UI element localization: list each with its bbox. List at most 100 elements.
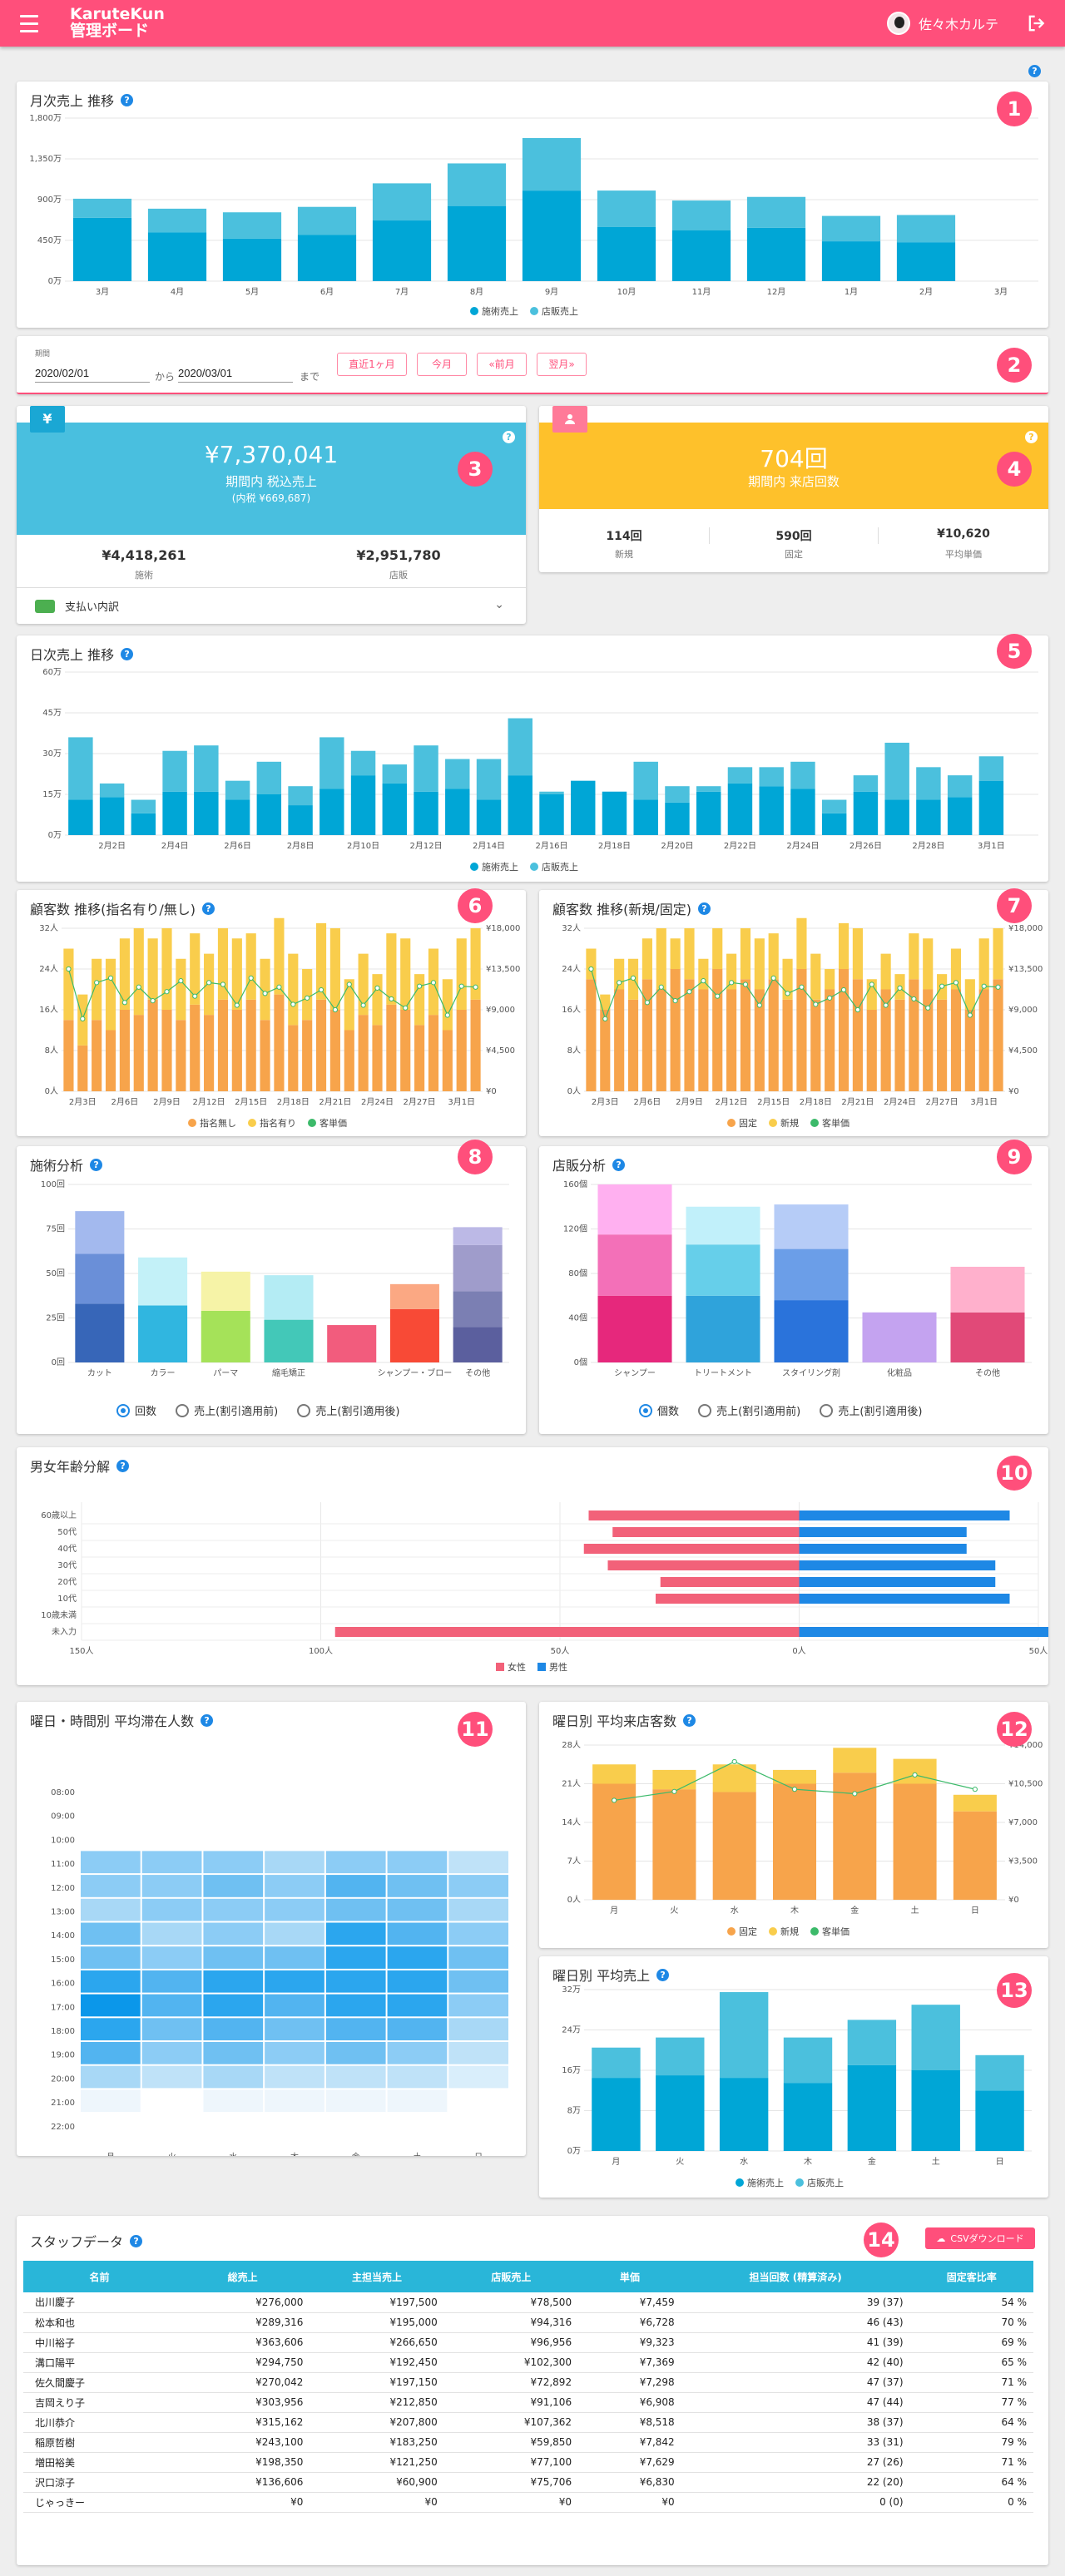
x-tick-label: 木 [790,1906,799,1916]
x-tick-label: 2月24日 [786,841,819,851]
radio-sales-before[interactable]: 売上(割引適用前) [176,1402,278,1418]
staff-cell: ¥107,362 [443,2412,579,2433]
radio-circle [116,1403,130,1417]
radio-sales-after[interactable]: 売上(割引適用後) [297,1402,400,1418]
help-icon[interactable]: ? [116,1459,130,1472]
csv-download-button[interactable]: ☁ CSVダウンロード [925,2227,1035,2249]
yen-icon: ¥ [30,406,65,433]
x-tick-label: 土 [932,2156,940,2167]
heatmap-cell [81,1922,141,1946]
bar-secondary [838,922,850,969]
radio-count[interactable]: 個数 [639,1402,679,1418]
bar-segment [201,1310,250,1362]
period-to-input[interactable] [178,364,293,383]
x-tick-label: 2月15日 [235,1097,267,1107]
payment-breakdown-toggle[interactable]: 支払い内訳 ⌄ [17,587,526,624]
x-tick-label: 2月12日 [716,1097,748,1107]
bar-male [799,1577,996,1587]
radio-sales-after[interactable]: 売上(割引適用後) [820,1402,923,1418]
column-header[interactable]: 固定客比率 [909,2261,1033,2292]
radio-sales-before[interactable]: 売上(割引適用前) [698,1402,800,1418]
bar-primary [400,1010,411,1091]
radio-count[interactable]: 回数 [116,1402,156,1418]
x-tick-label: カット [87,1368,112,1378]
heatmap-cell [387,2018,448,2040]
bar-secondary [810,953,821,1000]
help-icon[interactable]: ? [130,2234,143,2247]
heatmap-cell [81,1898,141,1921]
heatmap-cell [141,2018,202,2040]
help-icon[interactable]: ? [121,647,134,660]
x-tick-label: カラー [151,1368,176,1378]
prev-month-button[interactable]: «前月 [477,353,527,376]
column-header[interactable]: 総売上 [176,2261,310,2292]
y-tick-label: 45万 [42,709,62,718]
bar-primary [896,242,956,281]
help-icon[interactable]: ? [503,431,515,443]
menu-icon[interactable] [17,10,42,35]
x-tick-label: 2月28日 [912,841,944,851]
table-row: 松本和也 ¥289,316 ¥195,000 ¥94,316 ¥6,728 46 (43)… [23,2312,1033,2333]
x-tick-label: 2月 [919,287,933,297]
y-tick-label: 60歳以上 [41,1510,77,1520]
column-header[interactable]: 名前 [23,2261,176,2292]
staff-table-header: 名前 総売上 主担当売上 店販売上 単価 担当回数 (精算済み) 固定客比率 [23,2261,1033,2292]
y2-tick-label: ¥9,000 [486,1006,515,1015]
column-header[interactable]: 店販売上 [443,2261,579,2292]
bar-primary [358,1015,369,1091]
x-tick-label: 8月 [470,287,483,297]
cust-designated-title: 顧客数 推移(指名有り/無し) [30,902,196,917]
bar-female [588,1510,800,1520]
help-icon[interactable]: ? [697,902,711,915]
bar-secondary [297,206,357,235]
fixed-label: 固定 [785,549,803,560]
bar-segment [774,1204,849,1249]
staff-cell: ¥207,800 [310,2412,444,2433]
help-icon[interactable]: ? [90,1158,103,1171]
page-help-icon[interactable]: ? [1028,65,1041,77]
heatmap-cell [448,1946,508,1969]
x-tick-label: 2月18日 [800,1097,832,1107]
section-badge: 11 [458,1712,493,1747]
bar-primary [880,989,891,1091]
brand-logo[interactable]: KaruteKun 管理ボード [70,6,165,39]
last-month-button[interactable]: 直近1ヶ月 [337,353,407,376]
this-month-button[interactable]: 今月 [417,353,467,376]
column-header[interactable]: 単価 [578,2261,681,2292]
help-icon[interactable]: ? [201,1713,214,1727]
next-month-button[interactable]: 翌月» [537,353,587,376]
heatmap-cell [141,1875,202,1897]
table-row: 沢口涼子 ¥136,606 ¥60,900 ¥75,706 ¥6,830 22 (20) 6… [23,2472,1033,2493]
column-header[interactable]: 主担当売上 [310,2261,444,2292]
period-from-input[interactable] [35,364,150,383]
x-tick-label: 水 [731,1906,739,1916]
help-icon[interactable]: ? [612,1158,626,1171]
help-icon[interactable]: ? [1025,431,1038,443]
heatmap-cell [448,1851,508,1874]
bar-secondary [382,764,408,784]
bar-male [799,1527,967,1537]
help-icon[interactable]: ? [656,1968,670,1981]
bar-primary [821,241,881,281]
x-tick-label: 9月 [545,287,558,297]
help-icon[interactable]: ? [121,93,134,106]
heatmap-cell [141,1922,202,1946]
bar-male [799,1627,1048,1637]
brand-line2: 管理ボード [70,22,150,40]
unit-price-point [318,986,324,993]
user-menu[interactable]: 佐々木カルテ [886,12,998,35]
logout-icon[interactable] [1025,12,1048,35]
bar-primary [386,1004,397,1091]
y-tick-label: 28人 [562,1740,581,1750]
help-icon[interactable]: ? [683,1713,696,1727]
x-tick-label: 2月15日 [757,1097,790,1107]
column-header[interactable]: 担当回数 (精算済み) [681,2261,910,2292]
bar-segment [597,1234,672,1296]
x-tick-label: 0人 [792,1646,805,1656]
daily-sales-chart: 0万 15万 30万 45万 60万 2月2日 2月4日 2月6日 2月8日 2月10日 2月12日… [42,668,1038,851]
heatmap-cell [265,2042,324,2064]
radio-circle [639,1403,652,1417]
help-icon[interactable]: ? [201,902,215,915]
bar-secondary [147,208,207,233]
bar-primary [740,979,751,1091]
